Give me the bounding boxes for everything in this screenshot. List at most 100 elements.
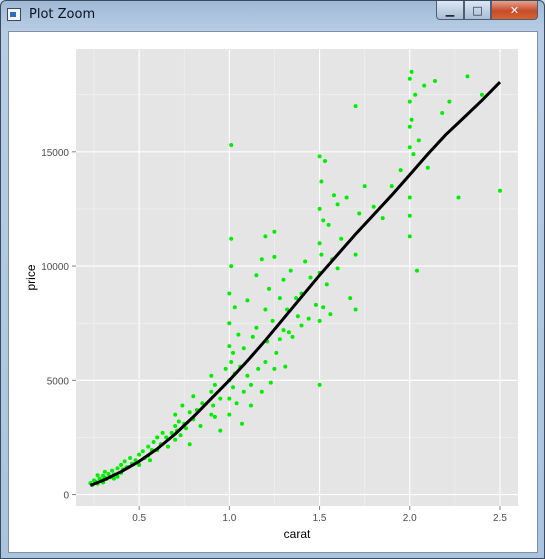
data-point bbox=[240, 421, 244, 426]
data-point bbox=[102, 469, 107, 474]
data-point bbox=[281, 277, 286, 282]
data-point bbox=[411, 152, 416, 157]
data-point bbox=[227, 344, 232, 349]
x-tick-label: 2.0 bbox=[403, 513, 417, 524]
data-point bbox=[270, 318, 275, 323]
data-point bbox=[348, 296, 353, 301]
data-point bbox=[111, 476, 116, 481]
data-point bbox=[146, 444, 151, 449]
minimize-button[interactable]: ▁ bbox=[436, 1, 464, 20]
data-point bbox=[231, 350, 235, 355]
data-point bbox=[319, 179, 324, 184]
data-point bbox=[169, 430, 174, 435]
data-point bbox=[227, 291, 232, 296]
data-point bbox=[456, 195, 461, 200]
data-point bbox=[498, 188, 502, 193]
data-point bbox=[110, 468, 115, 473]
data-point bbox=[229, 264, 234, 269]
data-point bbox=[479, 92, 484, 97]
data-point bbox=[409, 69, 414, 74]
data-point bbox=[232, 305, 237, 310]
data-point bbox=[164, 435, 169, 440]
close-button[interactable]: ✕ bbox=[491, 1, 538, 20]
data-point bbox=[187, 442, 192, 447]
data-point bbox=[281, 328, 286, 333]
data-point bbox=[272, 229, 277, 234]
data-point bbox=[319, 252, 324, 257]
data-point bbox=[398, 168, 403, 173]
data-point bbox=[106, 472, 111, 476]
data-point bbox=[274, 350, 279, 355]
data-point bbox=[277, 337, 282, 342]
data-point bbox=[407, 195, 412, 200]
data-point bbox=[324, 282, 329, 287]
data-point bbox=[254, 325, 259, 330]
data-point bbox=[413, 92, 418, 97]
maximize-button[interactable]: □ bbox=[464, 1, 491, 20]
data-point bbox=[256, 366, 261, 371]
data-point bbox=[227, 412, 232, 417]
data-point bbox=[317, 206, 322, 211]
data-point bbox=[407, 99, 412, 104]
data-point bbox=[236, 332, 241, 337]
data-point bbox=[218, 428, 223, 433]
data-point bbox=[218, 396, 223, 401]
x-tick-label: 2.5 bbox=[493, 513, 507, 524]
data-point bbox=[433, 79, 437, 83]
data-point bbox=[137, 462, 142, 467]
data-point bbox=[303, 259, 308, 264]
data-point bbox=[249, 382, 253, 387]
data-point bbox=[176, 419, 181, 424]
data-point bbox=[173, 412, 178, 417]
data-point bbox=[115, 474, 120, 479]
data-point bbox=[277, 296, 282, 301]
data-point bbox=[362, 184, 367, 189]
data-point bbox=[353, 104, 358, 109]
data-point bbox=[115, 466, 120, 471]
data-point bbox=[151, 440, 156, 444]
data-point bbox=[267, 286, 271, 291]
data-point bbox=[335, 266, 340, 271]
y-tick-label: 5000 bbox=[47, 376, 70, 387]
data-point bbox=[407, 234, 412, 239]
data-point bbox=[137, 452, 142, 457]
data-point bbox=[321, 305, 326, 310]
data-point bbox=[263, 307, 268, 312]
data-point bbox=[389, 184, 394, 189]
data-point bbox=[465, 74, 470, 79]
data-point bbox=[191, 394, 196, 399]
data-point bbox=[249, 403, 253, 408]
data-point bbox=[254, 273, 259, 278]
title-bar[interactable]: Plot Zoom ▁ □ ✕ bbox=[1, 1, 544, 31]
data-point bbox=[223, 366, 228, 371]
data-point bbox=[407, 124, 412, 129]
data-point bbox=[272, 254, 277, 259]
data-point bbox=[407, 213, 412, 218]
data-point bbox=[409, 117, 414, 122]
data-point bbox=[415, 268, 419, 273]
data-point bbox=[286, 330, 291, 335]
x-tick-label: 0.5 bbox=[132, 513, 146, 524]
data-point bbox=[259, 389, 264, 394]
data-point bbox=[332, 193, 336, 198]
data-point bbox=[122, 459, 127, 464]
data-point bbox=[295, 314, 300, 319]
scatter-chart: 0.5 1.0 1.5 2.0 2.5 0 5000 10000 15000 carat pr… bbox=[24, 49, 518, 541]
x-axis-title: carat bbox=[284, 527, 311, 541]
data-point bbox=[308, 275, 313, 280]
data-point bbox=[371, 204, 376, 209]
plot-panel-background bbox=[76, 49, 518, 506]
y-axis-ticks: 0 5000 10000 15000 bbox=[41, 148, 76, 502]
data-point bbox=[328, 312, 333, 317]
data-point bbox=[211, 403, 216, 408]
data-point bbox=[344, 195, 349, 200]
data-point bbox=[288, 268, 293, 273]
data-point bbox=[326, 222, 331, 227]
data-point bbox=[313, 302, 318, 307]
data-point bbox=[241, 346, 246, 351]
data-point bbox=[178, 433, 183, 438]
minor-gridlines bbox=[76, 49, 518, 506]
data-point bbox=[209, 412, 214, 417]
data-point bbox=[148, 458, 152, 463]
